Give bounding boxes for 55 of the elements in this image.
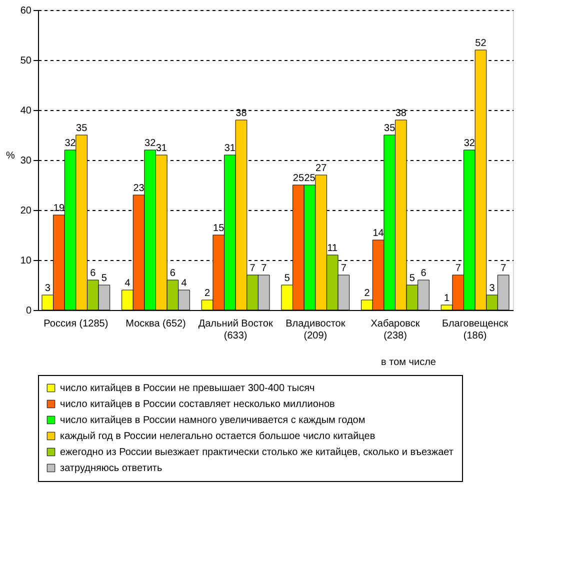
data-label: 4 (124, 278, 131, 289)
y-tick-label: 60 (20, 6, 32, 16)
text: в том числе (381, 357, 436, 368)
x-tick-label: Россия (1285) (44, 318, 108, 330)
data-label: 2 (204, 288, 211, 299)
data-label: 7 (455, 263, 462, 274)
x-tick-label: Москва (652) (126, 318, 186, 330)
data-label: 11 (327, 243, 338, 254)
y-axis-title: % (6, 150, 16, 162)
legend-label: затрудняюсь ответить (60, 463, 162, 474)
data-label: 23 (133, 183, 145, 194)
data-label: 32 (64, 138, 76, 149)
y-tick-label: 40 (20, 106, 32, 116)
data-label: 52 (475, 38, 487, 49)
data-label: 3 (489, 283, 496, 294)
x-tick-label: Хабаровск (238) (370, 318, 420, 342)
data-label: 15 (213, 223, 225, 234)
y-tick-label: 0 (26, 306, 32, 316)
data-label: 7 (250, 263, 256, 274)
data-label: 31 (224, 143, 236, 154)
data-label: 25 (304, 173, 316, 184)
data-label: 3 (44, 283, 51, 294)
data-label: 32 (144, 138, 156, 149)
data-label: 5 (409, 273, 416, 284)
data-label: 38 (236, 108, 248, 119)
data-label: 32 (464, 138, 476, 149)
data-label: 6 (170, 268, 176, 279)
legend-label: число китайцев в России составляет несколько миллионов (60, 399, 335, 410)
data-label: 31 (156, 143, 168, 154)
y-tick-label: 20 (20, 206, 32, 216)
data-label: 35 (76, 123, 88, 134)
data-label: 7 (500, 263, 507, 274)
data-label: 4 (181, 278, 188, 289)
legend-label: число китайцев в России намного увеличивается с каждым годом (60, 415, 366, 426)
x-tick-label: Дальний Восток (633) (198, 318, 274, 342)
legend-label: ежегодно из России выезжает практически столько же китайцев, сколько и въезжает (60, 447, 454, 458)
data-label: 6 (90, 268, 96, 279)
legend-label: число китайцев в России не превышает 300-400 тысяч (60, 383, 315, 394)
data-label: 2 (364, 288, 370, 299)
data-label: 27 (316, 163, 328, 174)
data-label: 7 (261, 263, 268, 274)
data-label: 6 (420, 268, 427, 279)
data-label: 14 (372, 228, 384, 239)
x-tick-label: Владивосток (209) (286, 318, 346, 342)
y-tick-label: 50 (20, 56, 32, 66)
data-label: 1 (444, 293, 450, 304)
data-label: 5 (284, 273, 290, 284)
data-label: 35 (384, 123, 396, 134)
y-tick-label: 10 (20, 256, 32, 266)
y-tick-label: 30 (20, 156, 32, 166)
data-label: 5 (101, 273, 108, 284)
x-tick-label: Благовещенск (186) (442, 318, 509, 342)
legend-label: каждый год в России нелегально остается большое число китайцев (60, 431, 376, 442)
data-label: 25 (292, 173, 304, 184)
data-label: 7 (340, 263, 347, 274)
